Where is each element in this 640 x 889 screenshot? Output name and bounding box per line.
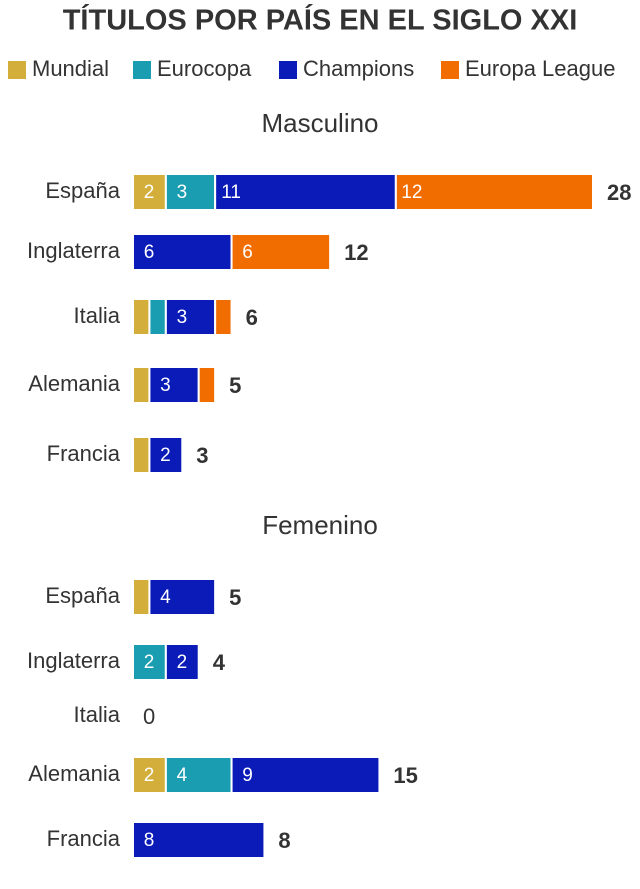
bar-segment xyxy=(132,436,151,474)
segment-label: 3 xyxy=(160,375,171,396)
legend-swatch xyxy=(8,61,26,79)
segment-label: 12 xyxy=(401,182,422,203)
category-label: España xyxy=(45,583,120,608)
category-label: Italia xyxy=(74,303,121,328)
bar-segment xyxy=(164,756,233,794)
segment-label: 4 xyxy=(177,765,188,786)
segment-label: 6 xyxy=(242,242,253,263)
category-label: Italia xyxy=(74,702,121,727)
bar-segment xyxy=(214,298,233,336)
total-label: 5 xyxy=(229,373,241,398)
legend-swatch xyxy=(441,61,459,79)
bar-segment xyxy=(230,233,332,271)
bar-segment xyxy=(164,643,200,681)
bar-segment xyxy=(132,756,167,794)
segment-label: 6 xyxy=(144,242,155,263)
category-label: Francia xyxy=(47,826,121,851)
bar-segment xyxy=(164,173,217,211)
total-label: 3 xyxy=(196,443,208,468)
bar-segment xyxy=(132,578,151,616)
segment-label: 2 xyxy=(177,652,188,673)
panel-subtitle: Masculino xyxy=(261,108,378,138)
bar-segment xyxy=(164,298,217,336)
bar-segment xyxy=(394,173,594,211)
legend-swatch xyxy=(279,61,297,79)
bar-segment xyxy=(230,756,381,794)
category-label: España xyxy=(45,178,120,203)
total-label: 15 xyxy=(393,763,417,788)
total-label: 5 xyxy=(229,585,241,610)
category-label: Francia xyxy=(47,441,121,466)
bar-segment xyxy=(148,298,167,336)
segment-label: 2 xyxy=(144,765,155,786)
category-label: Inglaterra xyxy=(27,648,121,673)
legend-label: Europa League xyxy=(465,56,615,81)
bar-segment xyxy=(132,233,233,271)
legend-label: Champions xyxy=(303,56,414,81)
bar-segment xyxy=(148,366,200,404)
bar-segment xyxy=(132,366,151,404)
legend-label: Mundial xyxy=(32,56,109,81)
bar-segment xyxy=(148,436,184,474)
total-label: 6 xyxy=(246,305,258,330)
category-label: Alemania xyxy=(28,761,120,786)
total-label: 4 xyxy=(213,650,226,675)
panel-subtitle: Femenino xyxy=(262,510,378,540)
bar-segment xyxy=(148,578,217,616)
bar-segment xyxy=(197,366,217,404)
segment-label: 2 xyxy=(160,445,171,466)
bar-segment xyxy=(214,173,397,211)
segment-label: 8 xyxy=(144,830,155,851)
segment-label: 2 xyxy=(144,652,155,673)
legend-swatch xyxy=(133,61,151,79)
category-label: Alemania xyxy=(28,371,120,396)
bar-segment xyxy=(132,821,266,859)
total-label: 12 xyxy=(344,240,368,265)
segment-label: 2 xyxy=(144,182,155,203)
chart-title: TÍTULOS POR PAÍS EN EL SIGLO XXI xyxy=(63,3,578,37)
total-label: 8 xyxy=(278,828,290,853)
total-label: 0 xyxy=(143,704,155,729)
legend-label: Eurocopa xyxy=(157,56,252,81)
bar-segment xyxy=(132,173,167,211)
total-label: 28 xyxy=(607,180,631,205)
segment-label: 11 xyxy=(221,182,241,203)
segment-label: 3 xyxy=(177,182,188,203)
segment-label: 9 xyxy=(242,765,253,786)
segment-label: 4 xyxy=(160,587,171,608)
bar-segment xyxy=(132,298,151,336)
category-label: Inglaterra xyxy=(27,238,121,263)
segment-label: 3 xyxy=(177,307,188,328)
